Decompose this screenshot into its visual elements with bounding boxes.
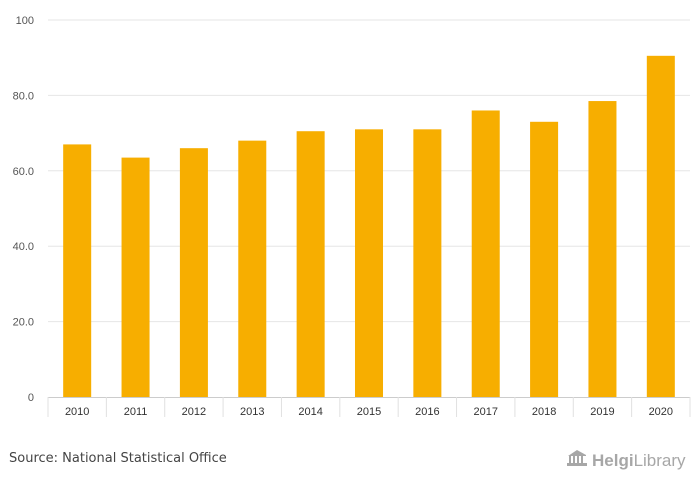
y-axis: 0 20.0 40.0 60.0 80.0 100 <box>13 15 34 404</box>
x-tick-label: 2015 <box>357 406 381 418</box>
bar-2010[interactable] <box>63 144 92 397</box>
x-tick-label: 2010 <box>65 406 89 418</box>
y-tick-label: 60.0 <box>13 166 34 178</box>
x-tick-label: 2014 <box>298 406 322 418</box>
library-building-icon <box>566 449 588 472</box>
x-axis: 2010 2011 2012 2013 2014 2015 2016 2017 2018 2019… <box>47 397 691 418</box>
bar-2012[interactable] <box>179 148 208 397</box>
logo-helgi-text: Helgi <box>592 450 634 470</box>
y-tick-label: 100 <box>16 15 34 27</box>
bar-2015[interactable] <box>354 129 384 397</box>
bar-2016[interactable] <box>413 129 442 397</box>
x-tick-label: 2012 <box>182 406 206 418</box>
bar-2020[interactable] <box>646 55 675 397</box>
x-tick-label: 2017 <box>473 406 497 418</box>
x-tick-label: 2019 <box>590 406 614 418</box>
y-tick-label: 80.0 <box>13 90 34 102</box>
x-tick-label: 2016 <box>415 406 439 418</box>
y-tick-label: 40.0 <box>13 241 34 253</box>
bar-2013[interactable] <box>238 140 267 397</box>
x-tick-label: 2011 <box>124 406 148 418</box>
bars <box>63 55 675 398</box>
bar-2011[interactable] <box>121 157 150 397</box>
y-tick-label: 0 <box>28 392 34 404</box>
helgi-library-logo[interactable]: Helgi Library <box>566 449 686 472</box>
x-tick-label: 2013 <box>240 406 264 418</box>
bar-2018[interactable] <box>530 121 559 397</box>
logo-library-text: Library <box>633 450 686 470</box>
bar-2017[interactable] <box>471 110 500 397</box>
bar-2014[interactable] <box>296 131 325 397</box>
x-tick-label: 2020 <box>649 406 673 418</box>
y-tick-label: 20.0 <box>13 317 34 329</box>
bar-2019[interactable] <box>588 101 617 398</box>
x-tick-label: 2018 <box>532 406 556 418</box>
source-note: Source: National Statistical Office <box>9 451 227 466</box>
